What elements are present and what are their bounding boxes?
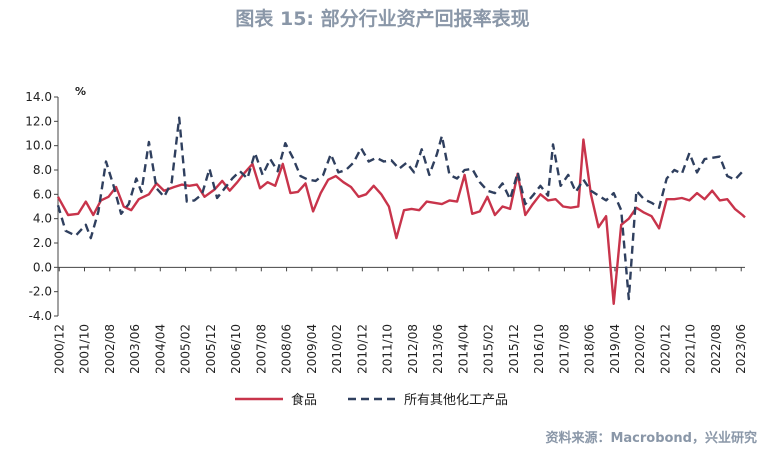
series-line-chemicals [56, 116, 746, 301]
y-tick-label: -4.0 [29, 309, 52, 323]
x-tick-label: 2019/04 [608, 324, 622, 374]
x-tick-label: 2008/06 [280, 324, 294, 374]
y-tick-label: 10.0 [25, 139, 52, 153]
x-tick-label: 2020/12 [658, 324, 672, 374]
x-tick-label: 2001/10 [78, 324, 92, 374]
x-tick-label: 2004/04 [153, 324, 167, 374]
x-tick-label: 2018/06 [583, 324, 597, 374]
y-tick-label: 12.0 [25, 114, 52, 128]
legend-label: 所有其他化工产品 [404, 393, 508, 408]
x-tick-label: 2023/06 [734, 324, 748, 374]
x-tick-label: 2006/10 [229, 324, 243, 374]
x-tick-label: 2012/08 [406, 324, 420, 374]
x-tick-label: 2016/10 [532, 324, 546, 374]
y-tick-label: 14.0 [25, 90, 52, 104]
y-tick-label: 4.0 [33, 212, 52, 226]
x-tick-label: 2005/02 [179, 324, 193, 374]
x-tick-label: 2011/10 [381, 324, 395, 374]
y-axis-unit: % [75, 85, 86, 98]
x-tick-label: 2010/02 [330, 324, 344, 374]
chart-title: 图表 15: 部分行业资产回报率表现 [235, 8, 530, 30]
x-tick-label: 2020/02 [633, 324, 647, 374]
series-line-food [56, 138, 746, 305]
x-tick-label: 2007/08 [254, 324, 268, 374]
y-tick-label: 2.0 [33, 236, 52, 250]
x-tick-label: 2010/12 [355, 324, 369, 374]
y-tick-label: 6.0 [33, 187, 52, 201]
x-tick-label: 2013/06 [431, 324, 445, 374]
x-tick-label: 2021/10 [684, 324, 698, 374]
x-tick-label: 2022/08 [709, 324, 723, 374]
axes: % 14.0 12.0 10.0 8.0 6.0 4.0 2.0 0.0 -2.0 -4.02000… [25, 85, 748, 374]
x-tick-label: 2009/04 [305, 324, 319, 374]
x-tick-label: 2005/12 [204, 324, 218, 374]
y-tick-label: 0.0 [33, 260, 52, 274]
series-lines [56, 116, 746, 305]
x-tick-label: 2015/02 [482, 324, 496, 374]
legend: 食品 所有其他化工产品 [235, 392, 508, 408]
x-tick-label: 2017/08 [557, 324, 571, 374]
x-tick-label: 2015/12 [507, 324, 521, 374]
x-tick-label: 2014/04 [456, 324, 470, 374]
x-tick-label: 2002/08 [103, 324, 117, 374]
y-tick-label: -2.0 [29, 285, 52, 299]
legend-label: 食品 [291, 392, 317, 408]
y-tick-label: 8.0 [33, 163, 52, 177]
x-tick-label: 2003/06 [128, 324, 142, 374]
x-tick-label: 2000/12 [52, 324, 66, 374]
source-note: 资料来源：Macrobond，兴业研究 [545, 431, 757, 446]
